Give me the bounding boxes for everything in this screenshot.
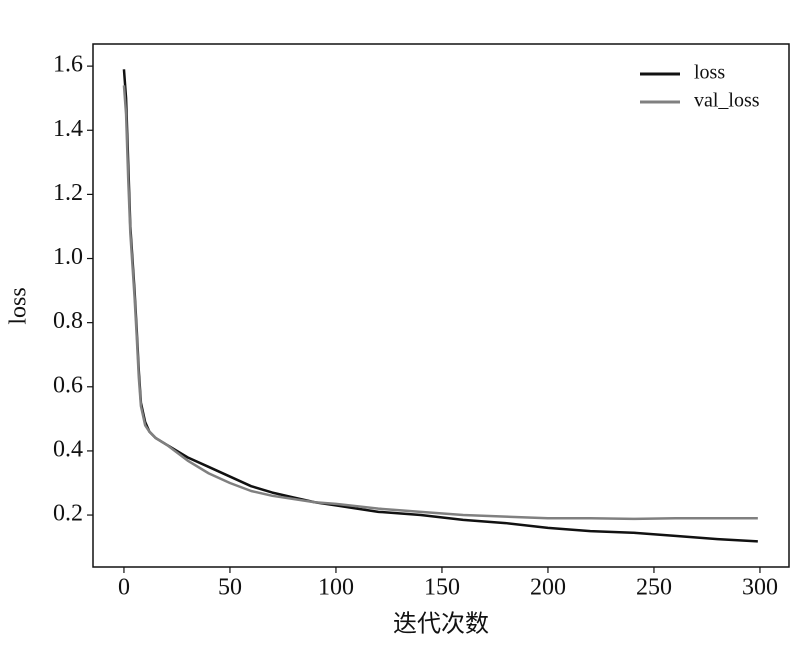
x-tick-label: 300 — [742, 575, 778, 601]
x-tick-label: 100 — [318, 575, 354, 601]
y-tick-label: 0.6 — [53, 372, 83, 398]
y-tick-label: 1.6 — [53, 52, 83, 78]
y-tick-label: 1.2 — [53, 180, 83, 206]
x-tick-label: 0 — [118, 575, 130, 601]
x-axis-label: 迭代次数 — [393, 611, 489, 638]
x-tick-label: 50 — [218, 575, 242, 601]
y-tick-label: 1.0 — [53, 244, 83, 270]
y-tick-label: 1.4 — [53, 116, 83, 142]
x-tick-label: 200 — [530, 575, 566, 601]
loss-line — [122, 85, 758, 521]
legend-label: loss — [694, 62, 725, 84]
y-tick-label: 0.2 — [53, 501, 83, 527]
loss-line — [122, 69, 758, 543]
x-tick-label: 250 — [636, 575, 672, 601]
x-tick-label: 150 — [424, 575, 460, 601]
plot-frame — [92, 43, 790, 568]
y-tick-label: 0.4 — [53, 436, 83, 462]
y-axis-label: loss — [6, 287, 32, 324]
legend-label: val_loss — [694, 90, 760, 112]
y-tick-label: 0.8 — [53, 308, 83, 334]
